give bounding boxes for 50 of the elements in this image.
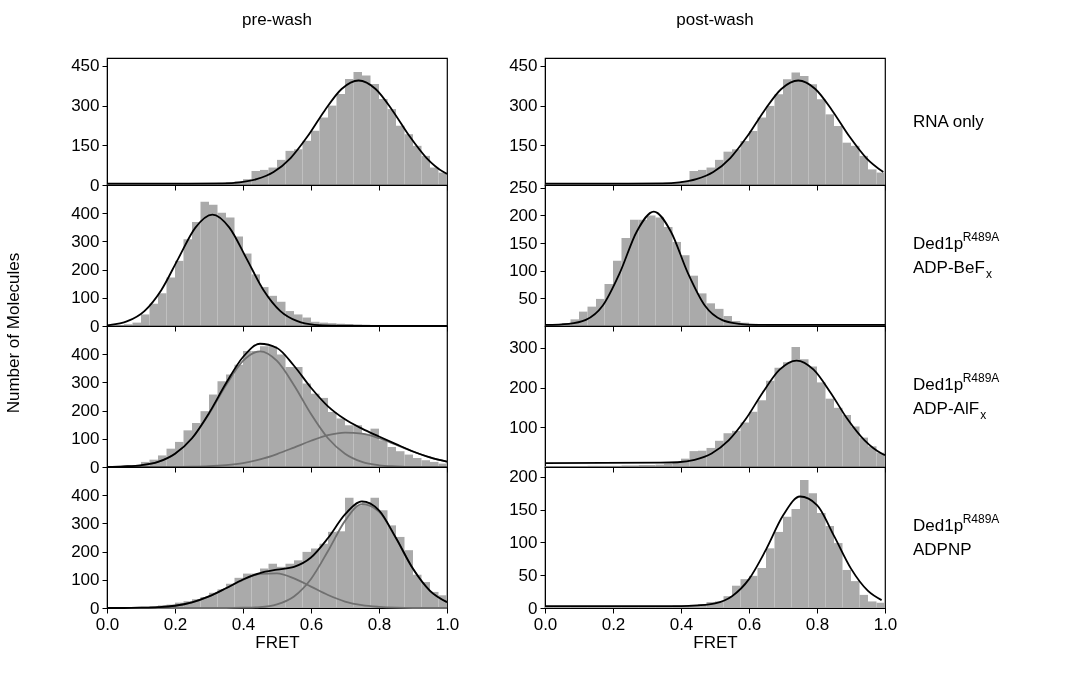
y-tick-label: 0 — [90, 316, 100, 336]
x-tick-label: 0.6 — [299, 614, 324, 634]
text: ADPNP — [913, 539, 972, 559]
x-axis-title: FRET — [693, 632, 738, 652]
y-tick-label: 300 — [509, 338, 538, 358]
y-tick-label: 200 — [71, 401, 100, 421]
x-tick-label: 0.8 — [367, 614, 392, 634]
y-tick-label: 300 — [71, 372, 100, 392]
y-tick-label: 150 — [509, 135, 538, 155]
y-tick-label: 150 — [509, 500, 538, 520]
y-tick-label: 200 — [509, 205, 538, 225]
y-tick-label: 300 — [71, 231, 100, 251]
y-tick-label: 450 — [509, 56, 538, 76]
x-tick-label: 0.8 — [805, 614, 830, 634]
x-tick-label: 0.6 — [737, 614, 762, 634]
y-tick-label: 300 — [71, 96, 100, 116]
text: RNA only — [913, 111, 985, 131]
y-axis-title: Number of Molecules — [4, 252, 23, 414]
chart-title: pre-wash — [242, 9, 312, 29]
y-tick-label: 250 — [509, 178, 538, 198]
y-tick-label: 200 — [71, 260, 100, 280]
y-tick-label: 400 — [71, 344, 100, 364]
y-tick-label: 200 — [509, 378, 538, 398]
x-axis-title: FRET — [255, 632, 300, 652]
y-tick-label: 50 — [518, 288, 538, 308]
y-tick-label: 0 — [90, 457, 100, 477]
y-tick-label: 300 — [71, 513, 100, 533]
y-tick-label: 200 — [71, 542, 100, 562]
y-tick-label: 150 — [509, 233, 538, 253]
x-tick-label: 0.2 — [601, 614, 626, 634]
x-tick-label: 0.4 — [669, 614, 694, 634]
x-tick-label: 1.0 — [873, 614, 898, 634]
y-tick-label: 100 — [509, 532, 538, 552]
y-tick-label: 100 — [71, 429, 100, 449]
y-tick-label: 400 — [71, 485, 100, 505]
y-tick-label: 300 — [509, 96, 538, 116]
y-tick-label: 100 — [509, 417, 538, 437]
y-tick-label: 100 — [71, 288, 100, 308]
y-tick-label: 100 — [509, 261, 538, 281]
y-tick-label: 450 — [71, 56, 100, 76]
y-tick-label: 100 — [71, 570, 100, 590]
y-tick-label: 0 — [90, 175, 100, 195]
y-tick-label: 400 — [71, 203, 100, 223]
x-tick-label: 1.0 — [435, 614, 460, 634]
y-tick-label: 50 — [518, 565, 538, 585]
y-tick-label: 200 — [509, 467, 538, 487]
x-tick-label: 0.2 — [163, 614, 188, 634]
chart-title: post-wash — [676, 9, 754, 29]
x-tick-label: 0.4 — [231, 614, 256, 634]
y-tick-label: 150 — [71, 135, 100, 155]
